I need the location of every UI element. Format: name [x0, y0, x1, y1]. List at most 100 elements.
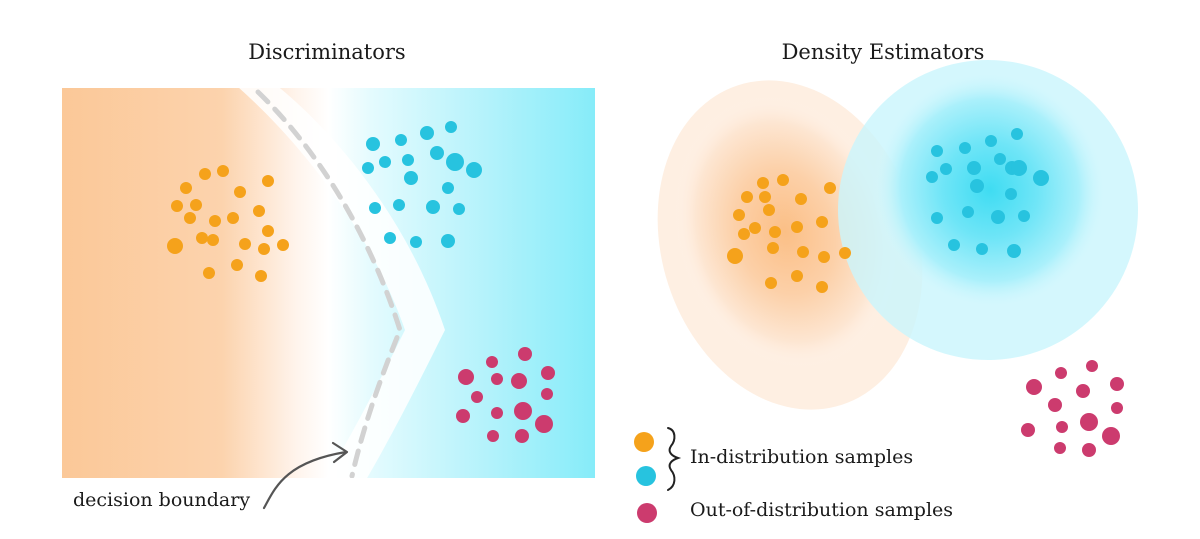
right-panel-title: Density Estimators [782, 40, 985, 64]
out-of-distribution-sample [487, 430, 499, 442]
in-distribution-sample [765, 277, 777, 289]
in-distribution-sample [769, 226, 781, 238]
in-distribution-sample [976, 243, 988, 255]
annotation-arrow [262, 450, 348, 510]
in-distribution-sample [738, 228, 750, 240]
out-of-distribution-sample [1055, 367, 1067, 379]
out-of-distribution-sample [1076, 384, 1090, 398]
in-distribution-sample [1007, 244, 1021, 258]
out-of-distribution-sample [1056, 421, 1068, 433]
in-distribution-sample [824, 182, 836, 194]
in-distribution-sample [231, 259, 243, 271]
in-distribution-sample [180, 182, 192, 194]
legend-cyan-dot [636, 466, 656, 486]
in-distribution-sample [277, 239, 289, 251]
right-samples [727, 128, 1124, 457]
in-distribution-sample [727, 248, 743, 264]
out-of-distribution-sample [1048, 398, 1062, 412]
in-distribution-sample [369, 202, 381, 214]
in-distribution-sample [1005, 188, 1017, 200]
in-distribution-sample [733, 209, 745, 221]
in-distribution-sample [453, 203, 465, 215]
in-distribution-sample [420, 126, 434, 140]
in-distribution-sample [940, 163, 952, 175]
in-distribution-sample [791, 221, 803, 233]
in-distribution-sample [1011, 160, 1027, 176]
out-of-distribution-sample [1080, 413, 1098, 431]
in-distribution-sample [767, 242, 779, 254]
in-distribution-sample [985, 135, 997, 147]
in-distribution-sample [366, 137, 380, 151]
in-distribution-sample [190, 199, 202, 211]
in-distribution-sample [445, 121, 457, 133]
in-distribution-sample [196, 232, 208, 244]
in-distribution-sample [1033, 170, 1049, 186]
out-of-distribution-sample [491, 407, 503, 419]
legend-orange-dot [634, 432, 654, 452]
in-distribution-sample [217, 165, 229, 177]
in-distribution-sample [1018, 210, 1030, 222]
in-distribution-sample [962, 206, 974, 218]
out-of-distribution-sample [471, 391, 483, 403]
discriminator-panel [62, 88, 595, 478]
in-distribution-sample [816, 216, 828, 228]
in-distribution-sample [818, 251, 830, 263]
in-distribution-sample [991, 210, 1005, 224]
decision-boundary-label: decision boundary [73, 489, 250, 511]
out-of-distribution-sample [1086, 360, 1098, 372]
out-of-distribution-sample [486, 356, 498, 368]
out-of-distribution-sample [1102, 427, 1120, 445]
in-distribution-sample [262, 175, 274, 187]
in-distribution-sample [393, 199, 405, 211]
in-distribution-sample [426, 200, 440, 214]
in-distribution-sample [258, 243, 270, 255]
left-panel-title: Discriminators [248, 40, 405, 64]
out-of-distribution-sample [1110, 377, 1124, 391]
in-distribution-sample [255, 270, 267, 282]
out-of-distribution-sample [1054, 442, 1066, 454]
in-distribution-sample [970, 179, 984, 193]
decision-boundary-line [255, 89, 403, 478]
in-distribution-sample [959, 142, 971, 154]
density-panel [657, 60, 1138, 457]
out-of-distribution-sample [458, 369, 474, 385]
out-of-distribution-sample [511, 373, 527, 389]
out-of-distribution-sample [456, 409, 470, 423]
legend-ood-label: Out-of-distribution samples [690, 499, 953, 521]
in-distribution-sample [167, 238, 183, 254]
in-distribution-sample [227, 212, 239, 224]
in-distribution-sample [763, 204, 775, 216]
in-distribution-sample [741, 191, 753, 203]
in-distribution-sample [777, 174, 789, 186]
in-distribution-sample [171, 200, 183, 212]
in-distribution-sample [404, 171, 418, 185]
annotation-arrowhead [331, 441, 349, 464]
out-of-distribution-sample [541, 366, 555, 380]
in-distribution-sample [466, 162, 482, 178]
in-distribution-sample [199, 168, 211, 180]
in-distribution-sample [207, 234, 219, 246]
in-distribution-sample [795, 193, 807, 205]
out-of-distribution-sample [541, 388, 553, 400]
in-distribution-sample [926, 171, 938, 183]
out-of-distribution-sample [515, 429, 529, 443]
in-distribution-sample [384, 232, 396, 244]
in-distribution-sample [262, 225, 274, 237]
in-distribution-sample [379, 156, 391, 168]
in-distribution-sample [203, 267, 215, 279]
in-distribution-sample [430, 146, 444, 160]
legend-ood-dot [637, 503, 657, 523]
legend-brace [667, 427, 682, 491]
in-distribution-sample [402, 154, 414, 166]
legend-in-distribution-label: In-distribution samples [690, 446, 913, 468]
in-distribution-sample [994, 153, 1006, 165]
out-of-distribution-sample [1026, 379, 1042, 395]
in-distribution-sample [410, 236, 422, 248]
out-of-distribution-sample [1111, 402, 1123, 414]
cyan-density-blob [871, 68, 1109, 312]
left-samples [167, 121, 555, 443]
in-distribution-sample [442, 182, 454, 194]
out-of-distribution-sample [491, 373, 503, 385]
in-distribution-sample [749, 222, 761, 234]
